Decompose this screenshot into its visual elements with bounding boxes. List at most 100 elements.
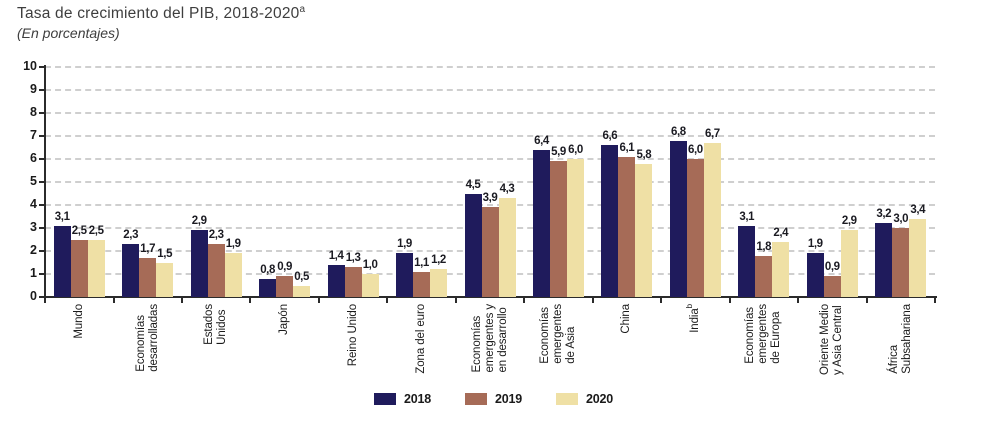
bar-value-label: 1,9 (225, 238, 241, 251)
bar-2020-10 (772, 241, 790, 297)
bar-2020-4 (361, 274, 379, 297)
y-axis-tick-label: 0 (30, 289, 37, 303)
bar-2018-9 (669, 140, 687, 297)
bar-2019-2 (207, 244, 225, 297)
bar-value-label: 1,9 (807, 238, 823, 251)
gridline (45, 181, 935, 183)
gridline (45, 158, 935, 160)
x-axis-label: China (620, 304, 633, 334)
bar-2020-0 (87, 239, 105, 297)
x-axis-tick (454, 298, 457, 303)
x-axis-tick (249, 298, 252, 303)
bar-value-label: 3,9 (482, 192, 498, 205)
x-axis-tick (797, 298, 800, 303)
chart-title-text: Tasa de crecimiento del PIB, 2018-2020 (17, 5, 300, 22)
bar-2019-12 (892, 228, 910, 297)
legend-label: 2018 (403, 392, 431, 406)
y-axis-tick-label: 9 (30, 82, 37, 96)
chart-subtitle: (En porcentajes) (17, 25, 120, 41)
gridline (45, 135, 935, 137)
bar-value-label: 2,9 (191, 215, 207, 228)
bar-value-label: 6,8 (670, 125, 686, 138)
y-axis-tick-label: 1 (30, 266, 37, 280)
x-axis-label: Economías emergentes de Asia (539, 304, 577, 364)
bar-2020-8 (635, 163, 653, 297)
bar-2018-3 (259, 278, 277, 297)
chart-title: Tasa de crecimiento del PIB, 2018-2020a (17, 4, 305, 23)
y-axis-tick (39, 66, 44, 68)
x-axis-label-footnote-marker: b (685, 304, 695, 309)
bar-value-label: 1,0 (362, 259, 378, 271)
bar-2020-9 (703, 142, 721, 297)
bar-2019-11 (823, 276, 841, 297)
bar-2018-12 (875, 223, 893, 297)
bar-2019-6 (481, 207, 499, 297)
legend-label: 2020 (586, 392, 614, 406)
bar-2019-5 (413, 271, 430, 297)
bar-value-label: 3,0 (893, 213, 909, 225)
bar-2018-5 (396, 253, 413, 297)
bar-value-label: 6,4 (534, 134, 549, 147)
bar-value-label: 1,5 (157, 247, 173, 260)
bar-value-label: 2,4 (773, 226, 789, 239)
gridline (45, 66, 935, 68)
x-axis-label: Economías emergentes de Europa (744, 304, 783, 364)
bar-2018-2 (190, 230, 208, 297)
bar-2020-2 (224, 253, 242, 297)
bar-2018-4 (327, 264, 345, 297)
bar-value-label: 1,2 (431, 254, 446, 267)
bar-value-label: 4,5 (465, 178, 481, 191)
x-axis-label: Indiab (685, 304, 701, 333)
legend-item-2018: 2018 (373, 392, 431, 406)
x-axis-tick (523, 298, 526, 303)
y-axis-tick (39, 112, 44, 114)
y-axis-tick (39, 181, 44, 183)
x-axis-label: África Subsahariana (887, 304, 913, 374)
bar-2018-6 (464, 193, 482, 297)
y-axis-tick (39, 135, 44, 137)
bar-value-label: 0,8 (260, 263, 275, 276)
legend-item-2020: 2020 (556, 392, 613, 406)
bar-2020-3 (293, 285, 311, 297)
x-axis-tick (180, 298, 183, 303)
bar-2019-0 (70, 239, 88, 297)
bar-value-label: 1,7 (140, 242, 156, 255)
bar-2020-6 (498, 198, 516, 297)
bar-value-label: 2,3 (123, 229, 139, 242)
bar-value-label: 5,8 (636, 148, 652, 161)
x-axis-tick (728, 298, 731, 303)
bar-value-label: 6,6 (602, 130, 618, 143)
bar-value-label: 1,1 (414, 256, 429, 269)
gridline (45, 204, 935, 206)
x-axis-tick (112, 298, 115, 303)
legend: 2018 2019 2020 (0, 392, 987, 406)
bar-2018-11 (806, 253, 824, 297)
legend-label: 2019 (494, 392, 522, 406)
bar-2020-11 (840, 230, 858, 297)
y-axis-tick-label: 3 (30, 220, 37, 234)
x-axis-tick (865, 298, 868, 303)
x-axis-label: Zona del euro (415, 304, 428, 374)
bar-value-label: 2,5 (71, 224, 87, 237)
legend-swatch (556, 393, 578, 405)
legend-item-2019: 2019 (464, 392, 522, 406)
bar-2020-5 (430, 269, 447, 297)
y-axis-tick (39, 158, 44, 160)
bar-2020-7 (567, 159, 584, 297)
x-axis-tick (44, 298, 46, 303)
y-axis-tick-label: 6 (30, 151, 37, 165)
bar-value-label: 1,8 (756, 240, 772, 253)
bar-value-label: 6,7 (704, 127, 720, 140)
y-axis-tick-label: 5 (30, 174, 37, 188)
x-axis-label-wrap: África Subsahariana (856, 304, 946, 400)
bar-2019-8 (618, 156, 636, 297)
bar-value-label: 4,3 (499, 183, 515, 196)
gridline (45, 89, 935, 91)
y-axis-tick (39, 204, 44, 206)
x-axis-tick (591, 298, 594, 303)
y-axis-tick (39, 89, 44, 91)
y-axis-tick (39, 273, 44, 275)
bar-2019-3 (276, 276, 294, 297)
y-axis-tick-label: 7 (30, 128, 37, 142)
bar-value-label: 3,2 (876, 208, 892, 221)
